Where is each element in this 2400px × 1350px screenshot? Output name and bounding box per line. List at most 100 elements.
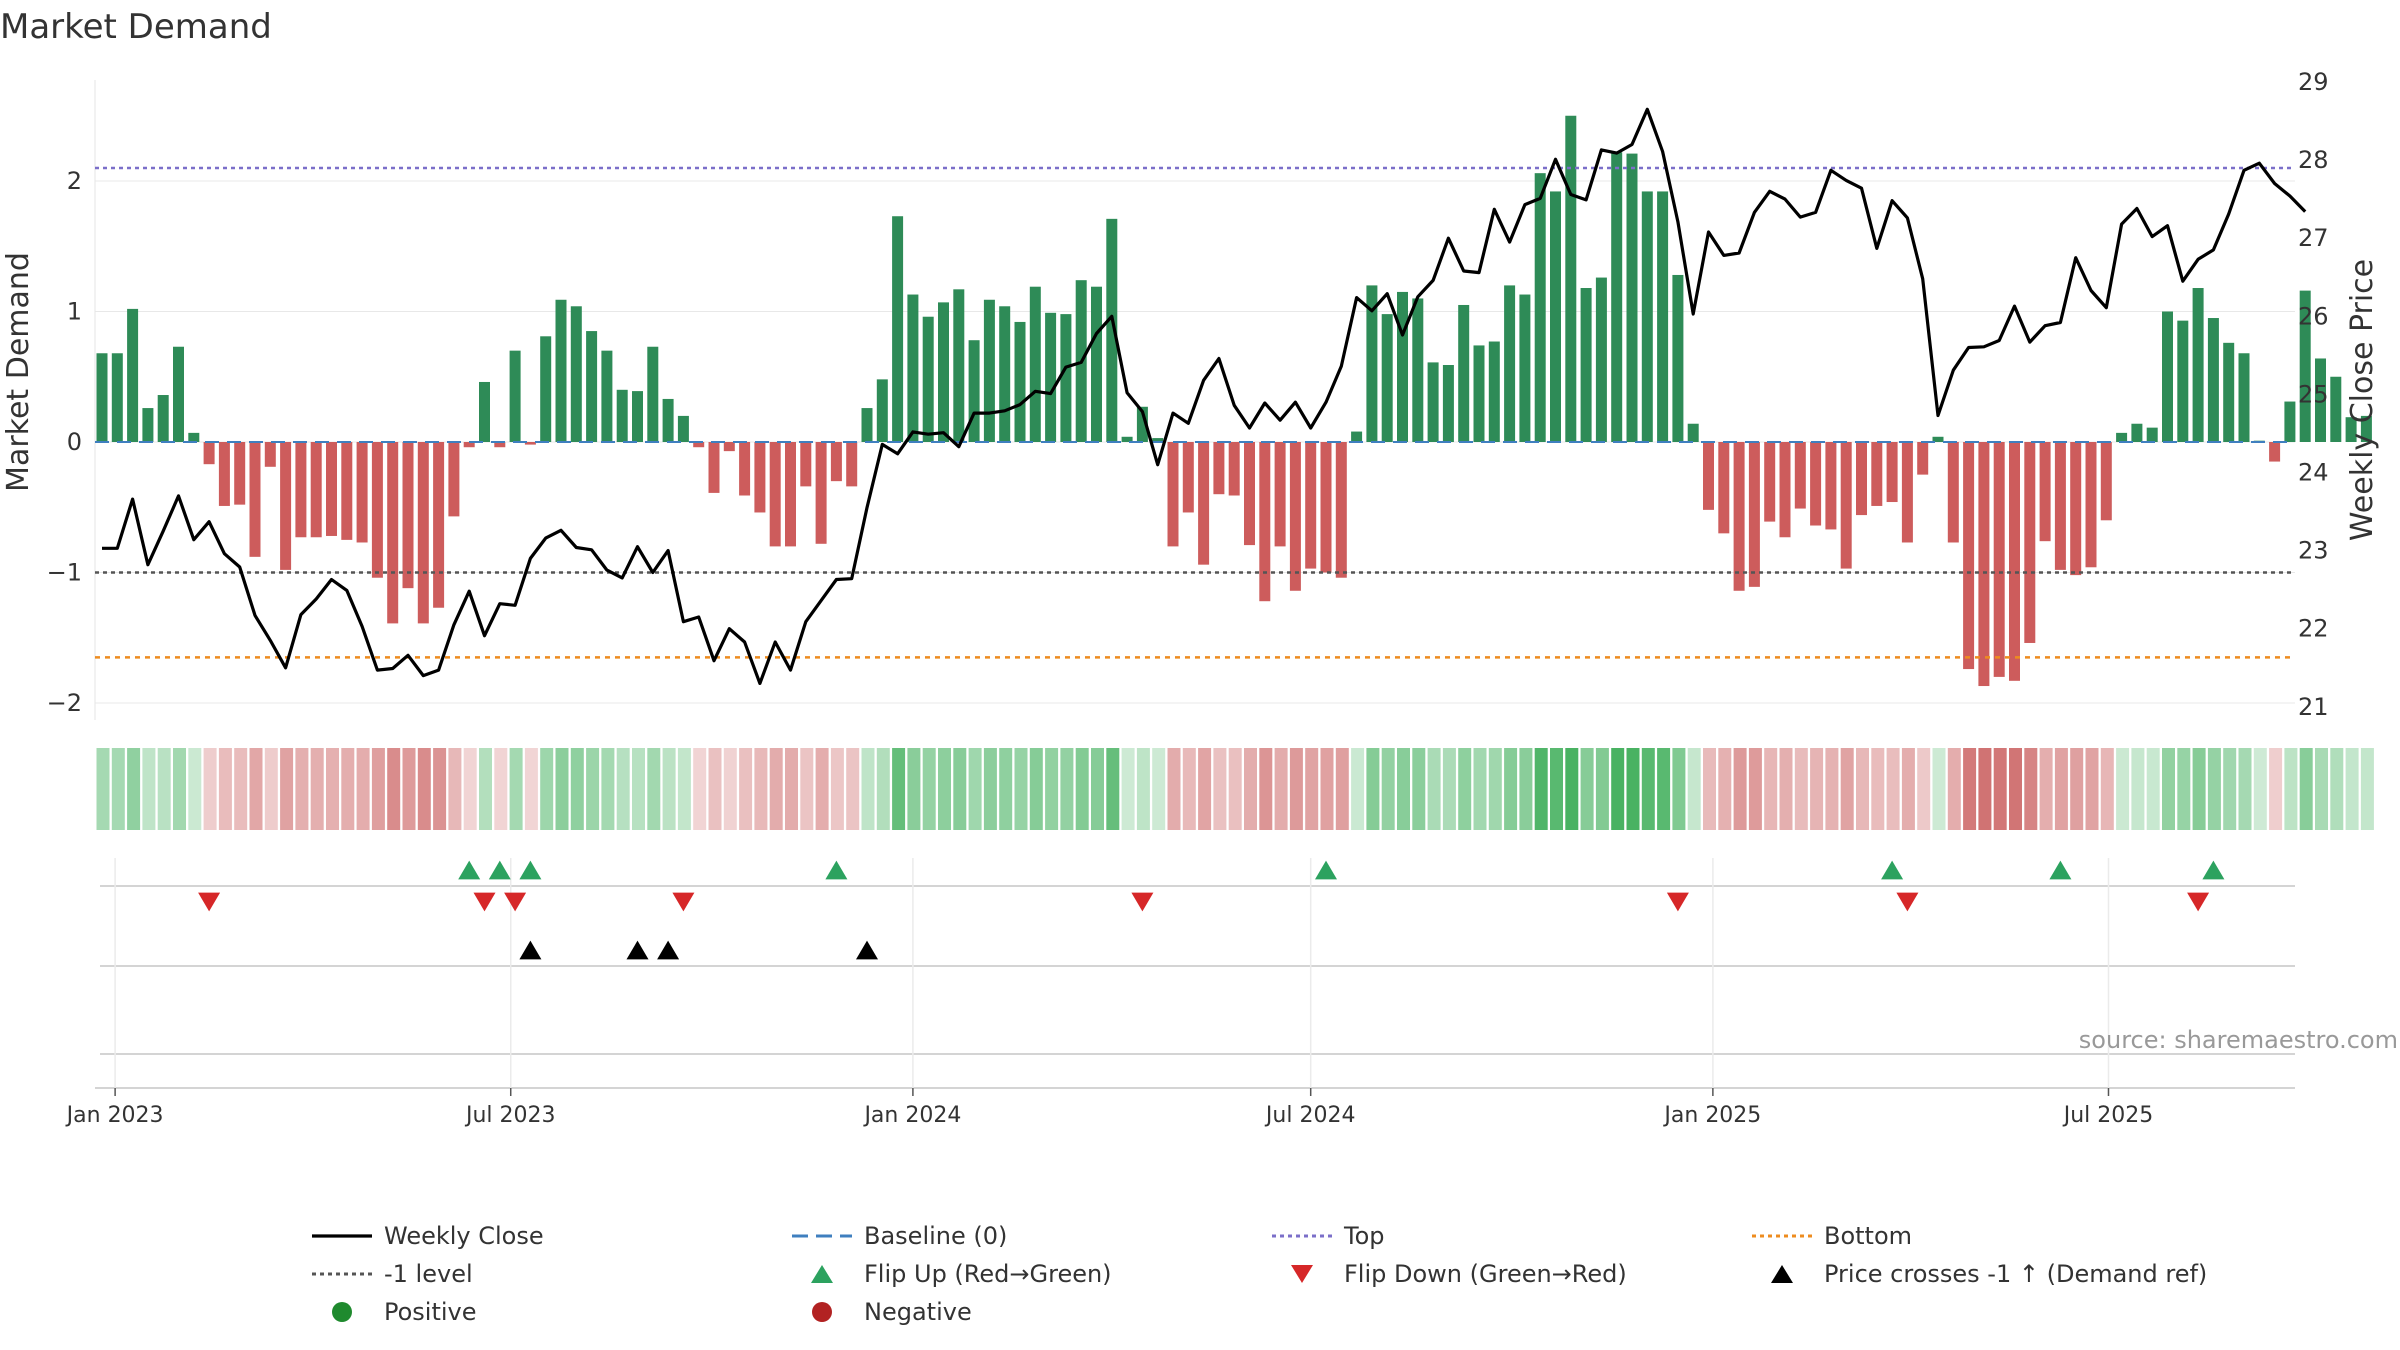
demand-bar — [1565, 115, 1577, 442]
legend-item: -1 level — [312, 1260, 473, 1288]
flip-up-marker — [1881, 860, 1904, 880]
demand-bar — [326, 442, 337, 536]
x-tick-label: Jul 2023 — [464, 1103, 556, 1128]
heat-cell — [1611, 748, 1625, 830]
heat-cell — [907, 748, 921, 830]
heat-cell — [2162, 748, 2175, 830]
heat-cell — [1121, 748, 1135, 830]
demand-bar — [2039, 442, 2051, 542]
legend-item: Flip Up (Red→Green) — [811, 1260, 1112, 1288]
demand-bar — [723, 442, 735, 452]
heat-cell — [662, 748, 676, 830]
heat-cell — [708, 748, 722, 830]
right-y-tick-label: 28 — [2298, 146, 2329, 174]
heat-cell — [448, 748, 462, 830]
heat-cell — [2039, 748, 2053, 830]
heat-cell — [1840, 748, 1854, 830]
legend-swatch — [332, 1302, 352, 1322]
demand-bar — [1473, 345, 1485, 442]
heat-cell — [188, 748, 202, 830]
heat-cell — [540, 748, 554, 830]
heat-cell — [1595, 748, 1609, 830]
heat-cell — [2177, 748, 2191, 830]
flip-down-marker — [1666, 892, 1689, 912]
demand-bar — [479, 381, 490, 442]
demand-bar — [953, 289, 965, 442]
demand-bar — [1580, 288, 1592, 442]
heat-cell — [1748, 748, 1762, 830]
heat-cell — [2054, 748, 2068, 830]
demand-bar — [157, 395, 169, 442]
demand-bar — [693, 442, 705, 448]
demand-bar — [1335, 442, 1347, 578]
heat-cell — [830, 748, 844, 830]
right-y-tick-label: 25 — [2298, 380, 2329, 408]
flip-up-marker — [2202, 860, 2225, 880]
x-tick-label: Jan 2023 — [65, 1103, 164, 1128]
event-marker-rows — [95, 858, 2295, 1090]
heat-cell — [111, 748, 125, 830]
heat-cell — [1029, 748, 1043, 830]
demand-bar — [1901, 442, 1913, 543]
right-y-tick-label: 27 — [2298, 224, 2329, 252]
demand-bar — [1626, 153, 1638, 442]
heat-cell — [1259, 748, 1273, 830]
heat-cell — [1335, 748, 1349, 830]
demand-bar — [1550, 191, 1561, 442]
heat-cell — [1794, 748, 1808, 830]
demand-bar — [1167, 442, 1179, 547]
heat-cell — [983, 748, 997, 830]
heat-cell — [157, 748, 171, 830]
heat-cell — [2207, 748, 2221, 830]
heat-cell — [938, 748, 951, 830]
heat-cell — [2070, 748, 2084, 830]
demand-bar — [2223, 342, 2235, 442]
heat-cell — [1641, 748, 1655, 830]
heat-cell — [1687, 748, 1701, 830]
heat-cell — [800, 748, 814, 830]
demand-bar — [1091, 286, 1102, 442]
demand-bar — [1871, 442, 1883, 506]
demand-bar — [1152, 438, 1164, 442]
heat-cell — [1442, 748, 1456, 830]
demand-bar — [1060, 314, 1072, 442]
demand-bar — [540, 336, 552, 442]
heat-cell — [647, 748, 661, 830]
flip-up-marker — [825, 860, 848, 880]
x-axis-ticks: Jan 2023 Jul 2023 Jan 2024 Jul 2024 Jan 2025… — [65, 1088, 2153, 1128]
demand-bar — [1657, 191, 1669, 442]
heat-cell — [1886, 748, 1900, 830]
demand-bar — [922, 316, 934, 442]
demand-bar — [2054, 442, 2066, 570]
heat-cell — [2024, 748, 2038, 830]
heat-cell — [356, 748, 370, 830]
demand-bar — [1106, 218, 1118, 442]
heat-cell — [2085, 748, 2099, 830]
heat-cell — [1672, 748, 1686, 830]
left-y-axis-label: Market Demand — [1, 252, 36, 492]
heat-cell — [1978, 748, 1992, 830]
demand-bar — [1458, 304, 1470, 442]
heat-cell — [249, 748, 263, 830]
demand-bar — [616, 389, 628, 442]
heat-cell — [723, 748, 737, 830]
heat-cell — [1504, 748, 1518, 830]
demand-bar — [1442, 365, 1454, 442]
heat-cell — [218, 748, 232, 830]
legend-swatch — [811, 1265, 833, 1283]
right-y-axis-label: Weekly Close Price — [2345, 259, 2380, 541]
demand-bar — [111, 353, 123, 442]
demand-bar — [876, 379, 888, 442]
heat-cell — [310, 748, 324, 830]
demand-bar — [1764, 442, 1776, 522]
heat-cell — [1014, 748, 1028, 830]
heat-cell — [2315, 748, 2328, 830]
heat-cell — [1198, 748, 1212, 830]
legend-item: Bottom — [1752, 1222, 1912, 1250]
demand-bar — [2009, 442, 2020, 681]
demand-bar — [662, 398, 674, 442]
demand-bar — [999, 306, 1011, 442]
heat-cell — [1458, 748, 1472, 830]
legend-item: Weekly Close — [312, 1222, 544, 1250]
heat-cell — [1993, 748, 2007, 830]
